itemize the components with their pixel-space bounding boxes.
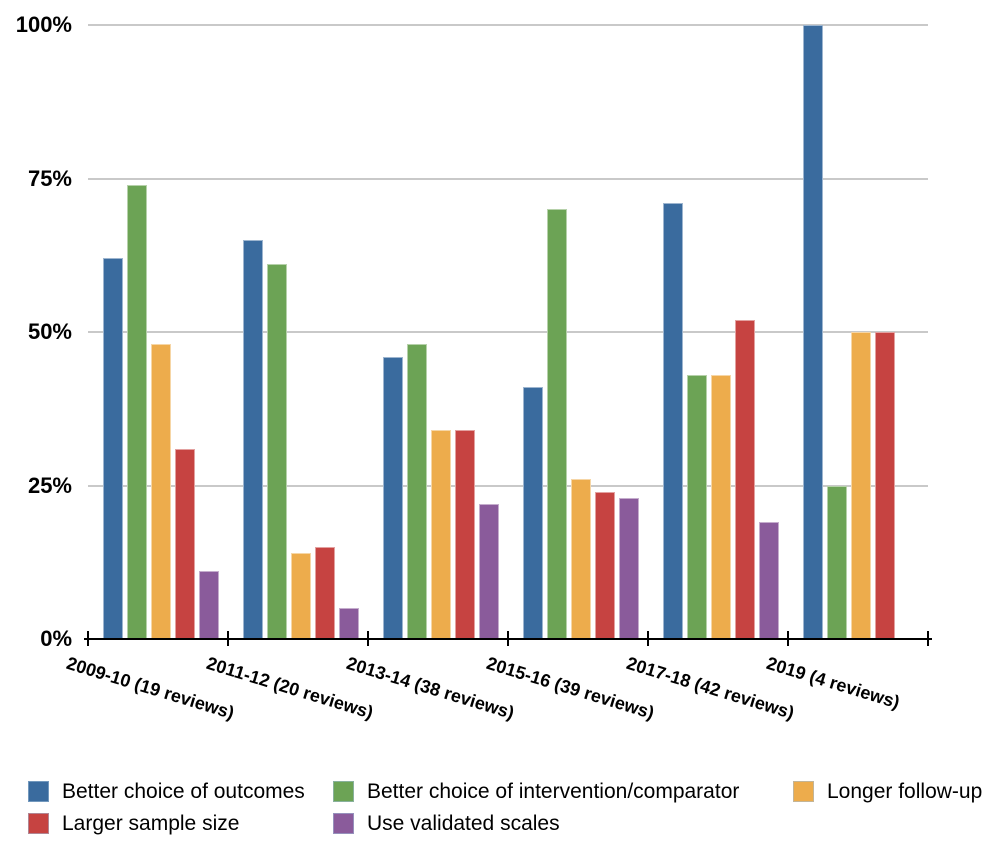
x-axis-tick xyxy=(367,631,369,646)
bar xyxy=(687,374,707,639)
bar xyxy=(523,387,543,639)
bar xyxy=(663,203,683,639)
bar xyxy=(151,344,171,639)
bar-group xyxy=(88,25,228,639)
bar xyxy=(735,319,755,639)
bar xyxy=(315,546,335,639)
x-axis-tick xyxy=(507,631,509,646)
legend-label: Larger sample size xyxy=(62,812,240,835)
gridline-25% xyxy=(88,485,928,487)
bar-group xyxy=(228,25,368,639)
bar xyxy=(199,571,219,639)
bar xyxy=(479,503,499,639)
bar xyxy=(547,209,567,639)
x-axis-tick xyxy=(227,631,229,646)
bar xyxy=(571,479,591,639)
y-axis-tick-label: 50% xyxy=(27,319,72,344)
bar xyxy=(803,25,823,639)
legend-item: Longer follow-up xyxy=(793,779,988,804)
legend-item: Use validated scales xyxy=(333,811,793,836)
y-axis-tick-label: 75% xyxy=(27,166,72,191)
gridline-100% xyxy=(88,24,928,26)
bar xyxy=(595,491,615,639)
bar xyxy=(383,356,403,639)
bar xyxy=(711,374,731,639)
bar xyxy=(759,522,779,639)
legend-swatch-icon xyxy=(793,781,814,802)
gridline-75% xyxy=(88,178,928,180)
legend-swatch-icon xyxy=(28,781,49,802)
bar xyxy=(431,430,451,639)
bar-group xyxy=(648,25,788,639)
bar-group xyxy=(368,25,508,639)
legend-item: Better choice of outcomes xyxy=(28,779,333,804)
bar xyxy=(407,344,427,639)
x-axis-tick xyxy=(87,631,89,646)
chart-legend: Better choice of outcomes Better choice o… xyxy=(28,779,988,836)
bar xyxy=(827,485,847,639)
legend-swatch-icon xyxy=(333,813,354,834)
legend-label: Better choice of intervention/comparator xyxy=(367,780,740,803)
legend-swatch-icon xyxy=(333,781,354,802)
bar-group xyxy=(508,25,648,639)
bar xyxy=(291,553,311,639)
legend-label: Longer follow-up xyxy=(827,780,983,803)
gridline-50% xyxy=(88,331,928,333)
x-axis-tick xyxy=(787,631,789,646)
bar xyxy=(127,184,147,639)
legend-swatch-icon xyxy=(28,813,49,834)
bar xyxy=(875,332,895,639)
plot-area xyxy=(88,24,928,639)
bar xyxy=(851,332,871,639)
bar xyxy=(103,258,123,639)
y-axis-tick-label: 25% xyxy=(27,473,72,498)
bar xyxy=(339,608,359,639)
legend-item: Better choice of intervention/comparator xyxy=(333,779,793,804)
y-axis-tick-label: 0% xyxy=(40,626,72,651)
legend-label: Use validated scales xyxy=(367,812,560,835)
bar xyxy=(267,264,287,639)
bar-group xyxy=(788,25,928,639)
bar xyxy=(175,448,195,639)
legend-item: Larger sample size xyxy=(28,811,333,836)
legend-label: Better choice of outcomes xyxy=(62,780,305,803)
bar xyxy=(243,239,263,639)
y-axis-tick-label: 100% xyxy=(15,12,72,37)
x-axis-tick xyxy=(927,631,929,646)
bar xyxy=(619,497,639,639)
x-axis-tick xyxy=(647,631,649,646)
bar xyxy=(455,430,475,639)
